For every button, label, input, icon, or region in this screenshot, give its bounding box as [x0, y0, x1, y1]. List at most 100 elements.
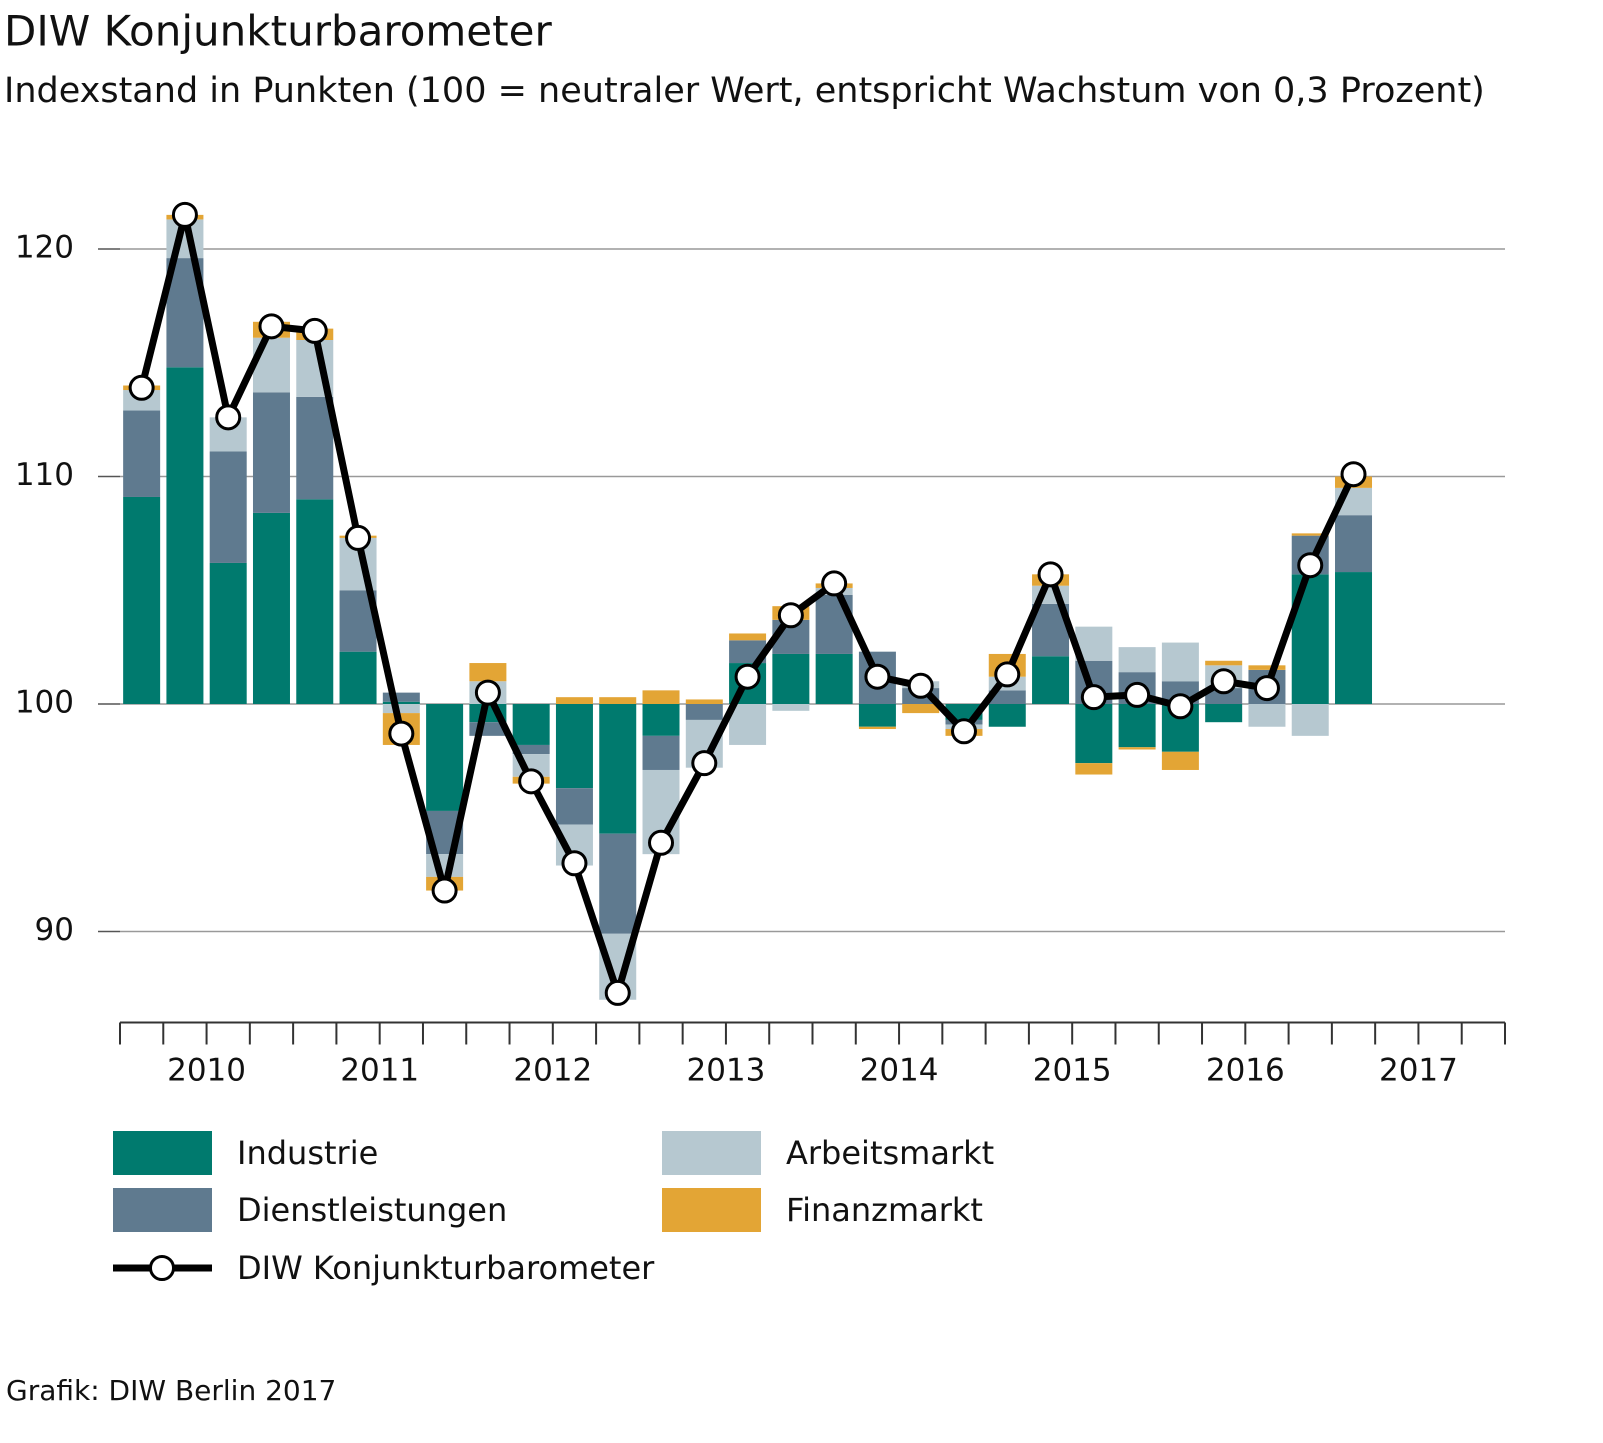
bar-segment: [1205, 660, 1243, 666]
bar-segment: [252, 512, 290, 704]
bar-segment: [858, 704, 896, 727]
line-point: [994, 661, 1021, 688]
line-point: [734, 663, 761, 690]
line-point: [345, 524, 372, 551]
bar-segment: [685, 704, 723, 720]
legend-label: Finanzmarkt: [786, 1191, 983, 1229]
bar-segment: [123, 496, 161, 704]
x-tick-label: 2013: [686, 1053, 765, 1089]
bar-segment: [296, 499, 334, 704]
bar-segment: [252, 392, 290, 513]
bar-segment: [1075, 704, 1113, 764]
bar-segment: [729, 704, 767, 745]
line-point: [821, 570, 848, 597]
bar-segment: [1161, 642, 1199, 682]
bar-segment: [729, 633, 767, 641]
line-point: [950, 718, 977, 745]
bar-segment: [642, 735, 680, 770]
legend-swatch: [113, 1188, 212, 1232]
line-point: [301, 317, 328, 344]
line-point: [1167, 693, 1194, 720]
legend-label: DIW Konjunkturbarometer: [237, 1249, 655, 1287]
bar-segment: [772, 704, 810, 711]
x-tick-label: 2017: [1379, 1053, 1458, 1089]
bar-segment: [512, 704, 550, 745]
bar-segment: [339, 651, 377, 704]
bar-segment: [1205, 704, 1243, 723]
chart-subtitle: Indexstand in Punkten (100 = neutraler W…: [4, 71, 1485, 111]
x-tick-label: 2010: [167, 1053, 246, 1089]
line-point: [691, 750, 718, 777]
bar-segment: [1291, 704, 1329, 736]
bar-segment: [382, 704, 420, 714]
bar-segment: [1161, 751, 1199, 770]
legend-swatch: [113, 1131, 212, 1175]
bar-segment: [642, 690, 680, 704]
bar-segment: [772, 653, 810, 704]
line-point: [1253, 675, 1280, 702]
bar-segment: [988, 704, 1026, 727]
bar-segment: [382, 692, 420, 702]
bar-segment: [902, 704, 940, 714]
line-point: [518, 768, 545, 795]
bar-segment: [555, 704, 593, 789]
bar-segment: [209, 562, 247, 704]
y-tick-label: 90: [35, 912, 74, 948]
bar-segment: [296, 396, 334, 500]
bar-segment: [1248, 704, 1286, 727]
x-tick-label: 2016: [1206, 1053, 1285, 1089]
bar-segment: [166, 367, 204, 704]
bar-segment: [1118, 704, 1156, 748]
bar-segment: [858, 726, 896, 730]
bar-segment: [123, 410, 161, 497]
line-point: [171, 201, 198, 228]
line-point: [1340, 461, 1367, 488]
line-point: [604, 979, 631, 1006]
bar-segment: [1335, 572, 1373, 704]
chart-title: DIW Konjunkturbarometer: [4, 7, 552, 56]
bar-segment: [599, 833, 637, 934]
line-point: [128, 374, 155, 401]
line-point: [1080, 684, 1107, 711]
y-tick-label: 120: [15, 230, 74, 266]
y-tick-label: 110: [15, 457, 74, 493]
x-tick-label: 2015: [1033, 1053, 1112, 1089]
bar-segment: [642, 704, 680, 736]
legend-marker: [149, 1255, 175, 1281]
bar-segment: [555, 697, 593, 704]
bar-segment: [1248, 665, 1286, 670]
bar-segment: [1075, 763, 1113, 775]
legend-swatch: [662, 1188, 761, 1232]
line-point: [1124, 681, 1151, 708]
bar-segment: [1205, 688, 1243, 704]
line-point: [215, 404, 242, 431]
line-point: [431, 877, 458, 904]
bar-segment: [1335, 515, 1373, 573]
legend-label: Industrie: [237, 1134, 378, 1172]
line-point: [474, 679, 501, 706]
bar-segment: [1032, 656, 1070, 704]
line-point: [648, 829, 675, 856]
bar-segment: [1118, 747, 1156, 750]
bar-segment: [469, 663, 507, 682]
line-point: [1297, 552, 1324, 579]
line-point: [258, 313, 285, 340]
source: Grafik: DIW Berlin 2017: [6, 1374, 336, 1407]
legend-swatch: [662, 1131, 761, 1175]
line-point: [561, 850, 588, 877]
line-point: [1210, 668, 1237, 695]
bar-segment: [512, 744, 550, 755]
line-point: [907, 672, 934, 699]
bar-segment: [599, 697, 637, 704]
bar-segment: [209, 451, 247, 563]
bar-segment: [599, 704, 637, 834]
bar-segment: [382, 701, 420, 704]
bar-segment: [729, 640, 767, 664]
legend-label: Dienstleistungen: [237, 1191, 507, 1229]
x-tick-label: 2012: [513, 1053, 592, 1089]
line-point: [864, 663, 891, 690]
bar-segment: [685, 699, 723, 704]
bar-segment: [988, 690, 1026, 704]
legend-label: Arbeitsmarkt: [786, 1134, 994, 1172]
